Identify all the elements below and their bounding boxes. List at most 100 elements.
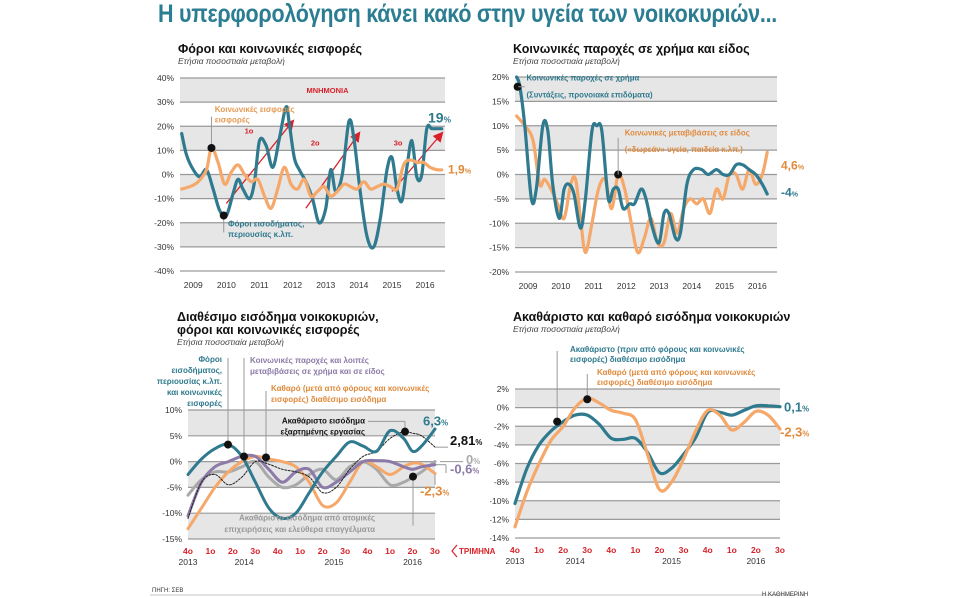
y-tick-label: -2% [494,421,510,431]
chart-subtitle: Ετήσια ποσοστιαία μεταβολή [177,337,284,347]
chart-title: Φόροι και κοινωνικές εισφορές [178,42,362,56]
chevron-left-icon [451,544,458,558]
grid-band [515,426,780,445]
x-tick-quarter: 2ο [655,545,665,555]
series-line [186,453,437,518]
annotation-label: περιουσίας κ.λπ. [228,230,293,239]
memorandum-label: 2ο [311,138,320,147]
y-tick-label: -10% [489,218,509,228]
x-tick-year: 2015 [324,557,343,567]
grid-band [180,222,445,247]
x-tick-quarter: 2ο [228,546,238,556]
x-tick-label: 2015 [715,281,734,291]
grid-band [515,500,780,520]
annotation-label: Κοινωνικές μεταβιβάσεις σε είδος [625,129,750,138]
annotation-label: Καθαρό (μετά από φόρους και κοινωνικές [271,384,429,393]
end-value-label: 1,9% [448,162,472,176]
annotation-label: εισφορές [187,399,222,408]
end-value-label: -2,3% [780,424,809,439]
x-tick-year: 2013 [179,557,198,567]
end-value-label: -0,6% [450,461,479,476]
series-line [180,105,444,250]
end-value-label: 0% [466,452,480,467]
x-tick-label: 2010 [217,280,236,290]
annotation-label: εξαρτημένης εργασίας [281,427,365,436]
x-tick-quarter: 1ο [630,545,640,555]
quarter-axis-label: ΤΡΙΜΗΝΑ [459,547,495,556]
x-tick-year: 2013 [506,556,525,566]
y-tick-label: -30% [154,242,174,252]
x-tick-quarter: 3ο [775,545,785,555]
chart-title: Κοινωνικές παροχές σε χρήμα και είδος [513,42,750,56]
annotation-label: Κοινωνικές παροχές και λοιπές [250,356,369,365]
annotation-label: εισφορές) διαθέσιμο εισόδημα [570,355,685,364]
annotation-label: επιχειρήσεις και ελεύθερα επαγγέλματα [224,525,375,534]
annotation-label: Καθαρό (μετά από φόρους και κοινωνικές [597,368,755,377]
y-tick-label: 5% [497,145,510,155]
grid-band [188,513,435,539]
end-value-label: 6,3% [423,413,448,428]
end-value-label: 2,81% [450,433,482,448]
x-tick-quarter: 4ο [183,546,193,556]
chart-title: Διαθέσιμο εισόδημα νοικοκυριών, [177,310,379,324]
x-tick-quarter: 1ο [534,545,544,555]
footer-divider [150,594,805,596]
memorandum-label: 1ο [245,126,254,135]
callout-dot [219,211,228,220]
chart-subtitle: Ετήσια ποσοστιαία μεταβολή [513,324,620,334]
y-tick-label: -6% [494,459,510,469]
y-tick-label: -10% [490,496,509,506]
end-value-label: 19% [428,110,452,126]
chart-title-line2: φόροι και κοινωνικές εισφορές [177,323,360,337]
y-tick-label: -15% [489,243,509,253]
grid-band [515,77,777,102]
y-tick-label: -10% [154,194,174,204]
x-tick-quarter: 3ο [250,546,260,556]
callout-dot [262,453,270,462]
chart-disposable: 10%5%0%-5%-10%-15%4ο 1ο 2ο 3ο 4ο 1ο 2ο 3ο 4ο 1ο 2ο… [157,355,495,567]
y-tick-label: -15% [162,534,182,544]
y-tick-label: 10% [157,145,174,155]
callout-dot [207,143,216,152]
x-tick-quarter: 4ο [606,545,616,555]
annotation-label: εισφορές [215,116,250,125]
annotation-label: Φόροι [198,355,222,364]
chart-gross-net: 2%0%-2%-4%-6%-8%-10%-12%-14%4ο 1ο 2ο 3ο 4ο 1ο… [490,345,809,566]
y-tick-label: 40% [157,73,174,83]
series-line [515,75,769,245]
x-tick-quarter: 2ο [751,545,761,555]
page-title: Η υπερφορολόγηση κάνει κακό στην υγεία τ… [158,0,778,28]
annotation-label: Ακαθάριστο (πριν από φόρους και κοινωνικ… [570,345,744,354]
x-tick-label: 2013 [650,281,669,291]
callout-dot [409,472,417,481]
y-tick-label: -5% [494,194,510,204]
x-tick-quarter: 2ο [318,546,328,556]
y-tick-label: -8% [494,477,510,487]
annotation-label: μεταβιβάσεις σε χρήμα και σε είδος [250,367,385,376]
footer-source: ΠΗΓΗ: ΣΕΒ [152,588,184,594]
annotation-label: Ακαθάριστο εισόδημα [282,416,365,425]
callout-dot [240,452,248,461]
y-tick-label: -20% [154,218,174,228]
callout-dot [513,82,522,91]
annotation-label: εισφορές) διαθέσιμο εισόδημα [597,378,712,387]
annotation-label: περιουσίας κ.λπ. [157,377,222,386]
chart-taxes: 40% 30% 20% 10% 0% -10% -20% -30% -40% 2009 2010 20… [154,73,472,290]
y-tick-label: 0% [170,457,183,467]
x-tick-quarter: 3ο [430,546,440,556]
chart-subtitle: Ετήσια ποσοστιαία μεταβολή [513,56,620,66]
chart-panel-taxes: Φόροι και κοινωνικές εισφορές Ετήσια ποσ… [150,40,480,300]
annotation-label: Κοινωνικές παροχές σε χρήμα [526,73,639,82]
series-line [187,430,436,519]
x-tick-quarter: 3ο [340,546,350,556]
callout-dot [224,440,232,449]
chart-title: Ακαθάριστο και καθαρό εισόδημα νοικοκυρι… [513,310,791,324]
x-tick-quarter: 2ο [558,545,568,555]
end-value-label: 4,6% [781,159,805,173]
y-tick-label: 0% [497,170,510,180]
y-tick-label: 20% [492,72,509,82]
x-tick-label: 2016 [416,280,435,290]
annotation-label: («δωρεάν» υγεία, παιδεία κ.λπ.) [625,145,744,154]
grid-band [180,126,445,151]
chart-benefits: 20% 15% 10% 5% 0% -5% -10% -15% -20% 2009 2010 2011… [489,72,805,291]
